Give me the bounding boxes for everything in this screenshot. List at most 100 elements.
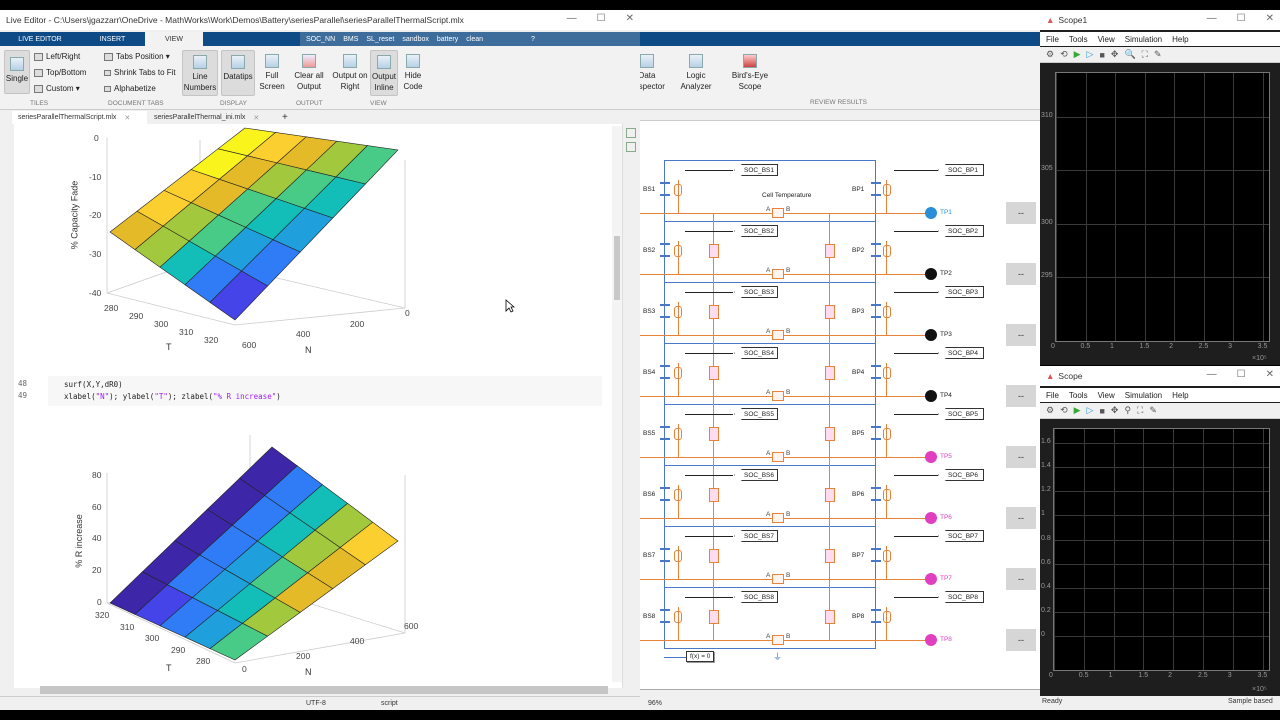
clear-all-output-button[interactable]: Clear all Output <box>291 54 327 92</box>
horizontal-scrollbar[interactable] <box>40 686 608 694</box>
thermal-resistor-block[interactable] <box>709 305 719 319</box>
thermal-resistor-block[interactable] <box>825 488 835 502</box>
battery-block[interactable] <box>660 243 670 257</box>
menu-help[interactable]: Help <box>1172 34 1189 44</box>
battery-block[interactable] <box>660 426 670 440</box>
settings-icon[interactable]: ⚙ <box>1046 405 1055 415</box>
temperature-display[interactable]: -- <box>1006 263 1036 285</box>
soc-sensor-block[interactable] <box>674 184 682 196</box>
temperature-port-icon[interactable] <box>925 634 937 646</box>
soc-sensor-block[interactable] <box>883 245 891 257</box>
menu-simulation[interactable]: Simulation <box>1124 34 1163 44</box>
tab-live-editor[interactable]: LIVE EDITOR <box>18 35 62 43</box>
highlight-icon[interactable]: ✥ <box>1110 405 1119 415</box>
soc-sensor-block[interactable] <box>883 428 891 440</box>
battery-block[interactable] <box>871 365 881 379</box>
battery-block[interactable] <box>660 182 670 196</box>
close-button[interactable]: ✕ <box>1265 13 1274 24</box>
favorite-sl-reset[interactable]: SL_reset <box>366 35 395 43</box>
thermal-conductance-block[interactable] <box>772 635 784 645</box>
goto-tag-soc-bs[interactable]: SOC_BS2 <box>734 225 778 237</box>
temperature-port-icon[interactable] <box>925 390 937 402</box>
goto-tag-soc-bs[interactable]: SOC_BS6 <box>734 469 778 481</box>
battery-block[interactable] <box>871 487 881 501</box>
close-tab-icon[interactable]: ✕ <box>253 114 260 122</box>
battery-block[interactable] <box>871 304 881 318</box>
output-on-right-button[interactable]: Output on Right <box>332 54 368 92</box>
capacity-fade-surface-plot[interactable] <box>60 120 440 360</box>
doc-tab-script[interactable]: seriesParallelThermalScript.mlx ✕ <box>12 111 147 124</box>
menu-tools[interactable]: Tools <box>1068 390 1088 400</box>
close-tab-icon[interactable]: ✕ <box>124 114 131 122</box>
tab-view[interactable]: VIEW <box>145 32 203 46</box>
soc-sensor-block[interactable] <box>883 550 891 562</box>
goto-tag-soc-bp[interactable]: SOC_BP1 <box>938 164 984 176</box>
temperature-port-icon[interactable] <box>925 573 937 585</box>
favorite-bms[interactable]: BMS <box>343 35 359 43</box>
temperature-port-icon[interactable] <box>925 329 937 341</box>
logic-analyzer-button[interactable]: Logic Analyzer <box>678 54 714 92</box>
thermal-conductance-block[interactable] <box>772 330 784 340</box>
panel-icon[interactable] <box>626 128 636 138</box>
soc-sensor-block[interactable] <box>883 611 891 623</box>
battery-block[interactable] <box>660 304 670 318</box>
line-numbers-button[interactable]: Line Numbers <box>182 50 218 96</box>
thermal-conductance-block[interactable] <box>772 391 784 401</box>
goto-tag-soc-bp[interactable]: SOC_BP6 <box>938 469 984 481</box>
scope-plot-area[interactable] <box>1053 428 1270 671</box>
thermal-resistor-block[interactable] <box>709 549 719 563</box>
cursor-icon[interactable]: ✎ <box>1153 49 1162 59</box>
temperature-display[interactable]: -- <box>1006 629 1036 651</box>
full-screen-button[interactable]: Full Screen <box>258 54 286 92</box>
goto-tag-soc-bs[interactable]: SOC_BS3 <box>734 286 778 298</box>
shrink-tabs-checkbox[interactable]: Shrink Tabs to Fit <box>104 68 176 77</box>
run-icon[interactable]: ▶ <box>1073 49 1081 59</box>
thermal-conductance-block[interactable] <box>772 574 784 584</box>
stop-icon[interactable]: ■ <box>1099 49 1105 60</box>
vertical-scrollbar[interactable] <box>612 126 622 682</box>
output-inline-button[interactable]: Output Inline <box>370 50 398 96</box>
code-line-48[interactable]: surf(X,Y,dR0) <box>64 380 123 389</box>
minimize-button[interactable]: — <box>566 13 577 24</box>
hide-code-button[interactable]: Hide Code <box>401 54 425 92</box>
maximize-button[interactable]: ☐ <box>596 13 606 24</box>
birds-eye-scope-button[interactable]: Bird's-Eye Scope <box>728 54 772 92</box>
thermal-resistor-block[interactable] <box>709 427 719 441</box>
menu-file[interactable]: File <box>1046 390 1059 400</box>
help-icon[interactable]: ? <box>531 35 535 43</box>
alphabetize-checkbox[interactable]: Alphabetize <box>104 84 156 93</box>
close-button[interactable]: ✕ <box>1265 369 1274 380</box>
temperature-display[interactable]: -- <box>1006 568 1036 590</box>
goto-tag-soc-bp[interactable]: SOC_BP8 <box>938 591 984 603</box>
battery-block[interactable] <box>660 487 670 501</box>
close-button[interactable]: ✕ <box>625 13 634 24</box>
battery-block[interactable] <box>871 182 881 196</box>
goto-tag-soc-bs[interactable]: SOC_BS4 <box>734 347 778 359</box>
solver-configuration-block[interactable]: f(x) = 0 <box>686 651 715 662</box>
thermal-resistor-block[interactable] <box>825 549 835 563</box>
soc-sensor-block[interactable] <box>883 306 891 318</box>
r-increase-surface-plot[interactable] <box>60 425 440 685</box>
tab-insert[interactable]: INSERT <box>99 35 126 43</box>
soc-sensor-block[interactable] <box>674 306 682 318</box>
tabs-position-button[interactable]: Tabs Position ▾ <box>104 52 170 61</box>
thermal-resistor-block[interactable] <box>709 488 719 502</box>
goto-tag-soc-bp[interactable]: SOC_BP3 <box>938 286 984 298</box>
thermal-resistor-block[interactable] <box>709 244 719 258</box>
scrollbar-thumb[interactable] <box>614 236 620 300</box>
battery-block[interactable] <box>660 548 670 562</box>
battery-block[interactable] <box>871 243 881 257</box>
menu-view[interactable]: View <box>1097 34 1115 44</box>
menu-simulation[interactable]: Simulation <box>1124 390 1163 400</box>
temperature-display[interactable]: -- <box>1006 202 1036 224</box>
temperature-port-icon[interactable] <box>925 451 937 463</box>
thermal-resistor-block[interactable] <box>825 427 835 441</box>
thermal-resistor-block[interactable] <box>825 610 835 624</box>
panel-icon[interactable] <box>626 142 636 152</box>
thermal-resistor-block[interactable] <box>825 305 835 319</box>
soc-sensor-block[interactable] <box>883 489 891 501</box>
thermal-resistor-block[interactable] <box>709 366 719 380</box>
temperature-display[interactable]: -- <box>1006 507 1036 529</box>
settings-icon[interactable]: ⚙ <box>1046 49 1055 59</box>
data-inspector-button[interactable]: Data Inspector <box>640 54 665 92</box>
